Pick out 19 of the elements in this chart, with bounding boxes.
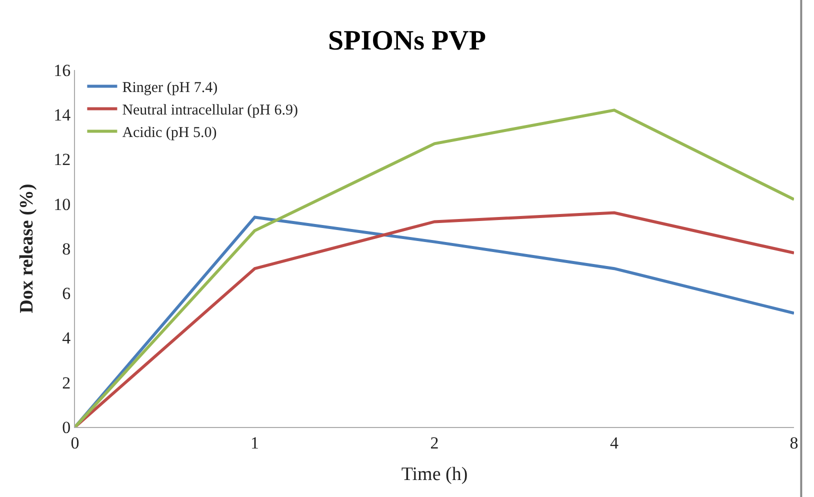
- y-axis-title: Dox release (%): [16, 184, 38, 314]
- y-tick-label: 2: [62, 373, 71, 392]
- y-tick-label: 8: [62, 239, 71, 258]
- y-tick-label: 6: [62, 284, 71, 304]
- legend-label: Ringer (pH 7.4): [122, 80, 218, 96]
- legend-label: Acidic (pH 5.0): [122, 125, 217, 142]
- y-tick-label: 14: [54, 106, 72, 125]
- y-tick-label: 16: [54, 60, 71, 80]
- chart-title: SPIONs PVP: [328, 25, 486, 56]
- y-tick-label: 10: [54, 194, 71, 214]
- x-tick-label: 4: [610, 433, 619, 452]
- x-tick-label: 1: [250, 433, 259, 452]
- y-tick-label: 0: [62, 418, 71, 437]
- y-tick-label: 12: [54, 150, 71, 170]
- x-tick-label: 2: [430, 433, 439, 452]
- y-tick-label: 4: [62, 328, 72, 348]
- legend-label: Neutral intracellular (pH 6.9): [122, 102, 298, 119]
- x-axis-title: Time (h): [401, 464, 468, 486]
- x-tick-label: 8: [790, 433, 798, 452]
